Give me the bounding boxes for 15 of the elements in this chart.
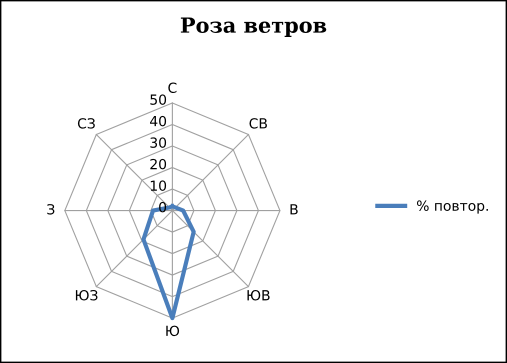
spoke-label: З [47,204,54,215]
y-tick-label: 20 [150,158,166,170]
spoke-label: ЮЗ [76,290,98,301]
spoke-label: Ю [166,326,180,336]
spoke-label: СЗ [78,118,95,129]
spoke-label: СВ [249,118,267,129]
y-tick-label: 30 [150,137,166,148]
chart-title: Роза ветров [180,17,326,38]
y-tick-label: 50 [150,94,166,105]
spoke-label: В [290,204,298,214]
spoke-label: ЮВ [247,290,270,301]
y-tick-label: 40 [150,116,166,126]
legend-label: % повтор. [417,200,488,214]
spoke-label: С [168,82,176,94]
y-tick-label: 10 [150,180,166,191]
